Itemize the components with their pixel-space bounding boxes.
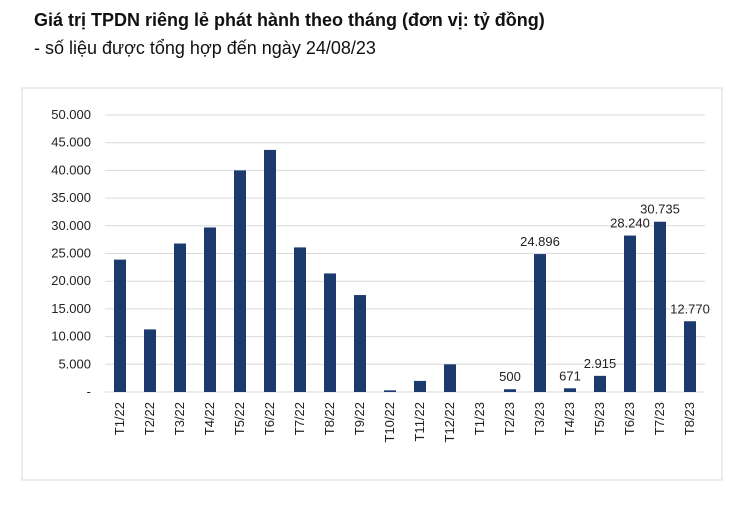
- y-tick-label: 40.000: [51, 162, 91, 177]
- data-label: 2.915: [584, 356, 617, 371]
- x-tick-label: T5/23: [592, 402, 607, 435]
- x-tick-label: T2/22: [142, 402, 157, 435]
- y-tick-label: 35.000: [51, 190, 91, 205]
- bar: [384, 390, 396, 392]
- data-label: 28.240: [610, 216, 650, 231]
- bar: [234, 170, 246, 392]
- x-tick-label: T10/22: [382, 402, 397, 442]
- x-tick-label: T8/23: [682, 402, 697, 435]
- chart-subtitle: - số liệu được tổng hợp đến ngày 24/08/2…: [34, 38, 376, 58]
- y-tick-label: -: [87, 384, 91, 399]
- bar: [144, 329, 156, 392]
- bar: [684, 321, 696, 392]
- x-tick-label: T9/22: [352, 402, 367, 435]
- bar: [264, 149, 276, 392]
- y-tick-label: 10.000: [51, 329, 91, 344]
- chart-title: Giá trị TPDN riêng lẻ phát hành theo thá…: [34, 10, 545, 30]
- x-tick-label: T4/22: [202, 402, 217, 435]
- x-tick-label: T1/22: [112, 402, 127, 435]
- bar: [204, 227, 216, 392]
- x-tick-label: T3/22: [172, 402, 187, 435]
- x-tick-label: T8/22: [322, 402, 337, 435]
- data-label: 30.735: [640, 202, 680, 217]
- bar: [534, 254, 546, 392]
- bar: [174, 243, 186, 392]
- y-tick-label: 50.000: [51, 107, 91, 122]
- bar: [114, 259, 126, 392]
- x-tick-label: T3/23: [532, 402, 547, 435]
- x-tick-label: T7/22: [292, 402, 307, 435]
- x-tick-label: T6/22: [262, 402, 277, 435]
- data-label: 12.770: [670, 301, 710, 316]
- chart-frame: [21, 87, 723, 481]
- bar: [294, 247, 306, 392]
- bar: [504, 389, 516, 392]
- y-tick-label: 5.000: [58, 356, 91, 371]
- x-tick-label: T5/22: [232, 402, 247, 435]
- x-tick-label: T11/22: [412, 402, 427, 442]
- bar: [414, 380, 426, 392]
- x-tick-label: T12/22: [442, 402, 457, 442]
- x-tick-label: T6/23: [622, 402, 637, 435]
- y-tick-label: 25.000: [51, 246, 91, 261]
- x-tick-label: T4/23: [562, 402, 577, 435]
- bar: [624, 235, 636, 392]
- x-tick-label: T1/23: [472, 402, 487, 435]
- data-label: 24.896: [520, 234, 560, 249]
- bar: [564, 388, 576, 392]
- bar: [654, 221, 666, 392]
- y-tick-label: 45.000: [51, 135, 91, 150]
- bar: [354, 295, 366, 392]
- bar: [594, 375, 606, 392]
- data-label: 500: [499, 369, 521, 384]
- y-tick-label: 15.000: [51, 301, 91, 316]
- bar: [444, 364, 456, 392]
- y-tick-label: 20.000: [51, 273, 91, 288]
- data-label: 671: [559, 368, 581, 383]
- bar: [324, 273, 336, 392]
- x-tick-label: T2/23: [502, 402, 517, 435]
- y-tick-label: 30.000: [51, 218, 91, 233]
- x-tick-label: T7/23: [652, 402, 667, 435]
